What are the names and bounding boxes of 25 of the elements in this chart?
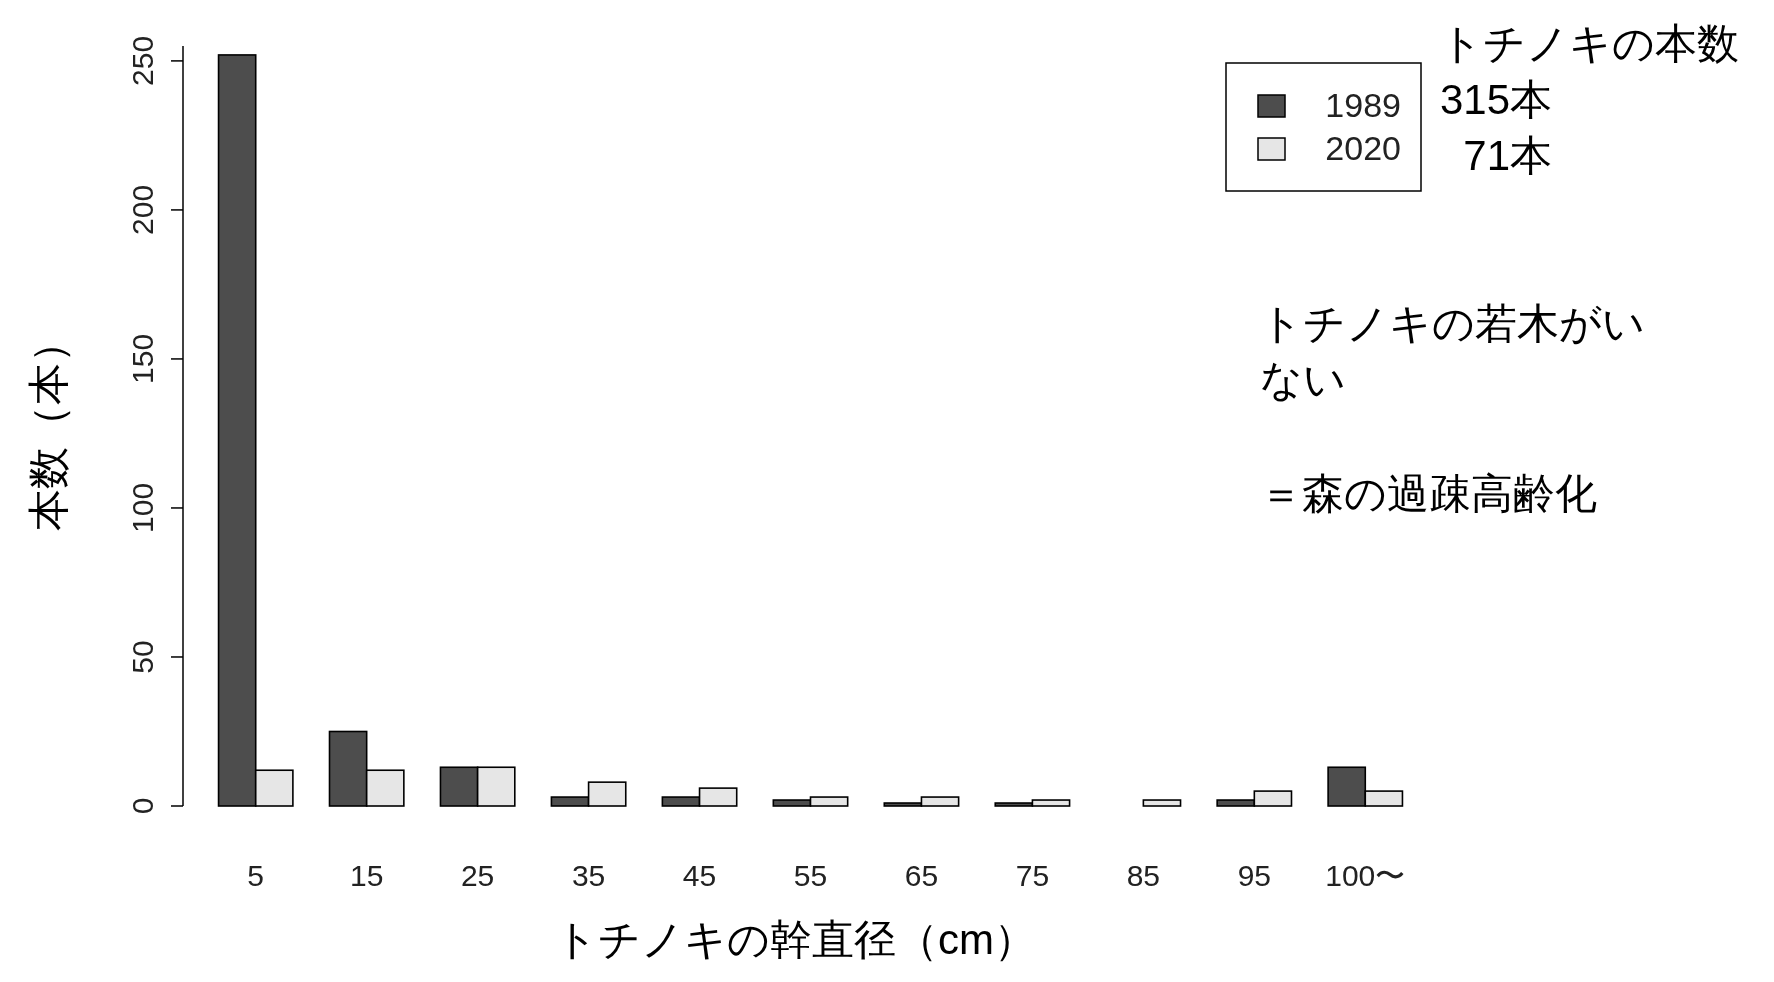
y-tick-label: 150 — [126, 333, 159, 384]
text: トチノキの本数 315本 71本 — [1440, 20, 1739, 179]
y-tick-label: 250 — [126, 35, 159, 86]
x-tick-label: 100〜 — [1325, 859, 1406, 892]
annotation: トチノキの若木がいない — [1260, 300, 1645, 403]
x-tick-label: 65 — [904, 859, 939, 892]
y-axis-title: 本数（本） — [25, 321, 72, 531]
x-tick-label: 35 — [571, 859, 606, 892]
legend-label: 1989 — [1325, 86, 1401, 124]
x-tick-label: 55 — [793, 859, 828, 892]
bar — [1142, 799, 1182, 807]
x-tick-label: 45 — [682, 859, 717, 892]
y-tick-label: 100 — [126, 482, 159, 533]
y-tick-label: 50 — [126, 640, 159, 674]
legend-label: 2020 — [1325, 129, 1401, 167]
x-tick-label: 95 — [1237, 859, 1272, 892]
x-axis-title: トチノキの幹直径（cm） — [555, 916, 1036, 963]
x-tick-label: 25 — [460, 859, 495, 892]
annotation: ＝森の過疎高齢化 — [1260, 470, 1597, 517]
y-tick-label: 0 — [126, 797, 159, 815]
x-tick-label: 85 — [1126, 859, 1161, 892]
y-tick-label: 200 — [126, 184, 159, 235]
x-tick-label: 15 — [349, 859, 384, 892]
x-tick-label: 75 — [1015, 859, 1050, 892]
x-tick-label: 5 — [247, 859, 265, 892]
